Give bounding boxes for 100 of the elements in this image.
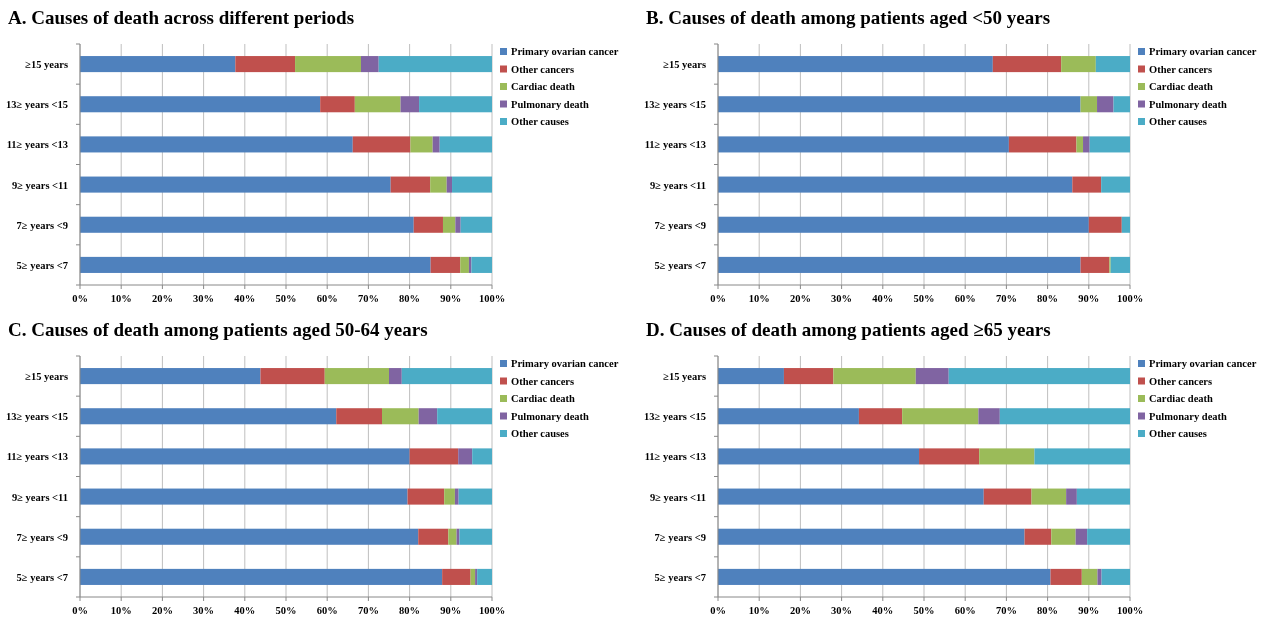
y-tick-label: 13≥ years <15 — [644, 99, 706, 111]
bar — [472, 448, 492, 465]
bar — [1083, 136, 1090, 153]
x-tick-label: 90% — [440, 605, 462, 616]
x-tick-label: 80% — [1037, 293, 1059, 304]
y-tick-label: ≥15 years — [25, 371, 68, 383]
bar — [1080, 96, 1098, 113]
bar — [475, 568, 478, 585]
x-tick-label: 80% — [399, 293, 421, 304]
bar — [1050, 568, 1082, 585]
bar — [1113, 96, 1130, 113]
legend-label: Cardiac death — [511, 393, 576, 404]
x-tick-label: 60% — [316, 293, 338, 304]
x-tick-label: 70% — [357, 293, 379, 304]
y-tick-label: 5≥ years <7 — [16, 571, 68, 583]
y-tick-label: 5≥ years <7 — [654, 571, 706, 583]
bar — [352, 136, 411, 153]
bar — [1110, 256, 1130, 273]
bar — [1087, 528, 1130, 545]
bar — [1075, 528, 1088, 545]
x-tick-label: 100% — [478, 605, 506, 616]
x-tick-label: 10% — [748, 293, 770, 304]
x-tick-label: 40% — [234, 293, 256, 304]
bar — [1061, 56, 1096, 73]
x-tick-label: 100% — [1116, 605, 1144, 616]
bar — [983, 488, 1032, 505]
chart-title: A. Causes of death across different periods — [8, 7, 355, 28]
x-tick-label: 20% — [789, 293, 811, 304]
y-tick-label: ≥15 years — [663, 59, 706, 71]
bar — [80, 568, 443, 585]
bar — [783, 368, 834, 385]
bar — [430, 176, 447, 193]
bar — [718, 368, 784, 385]
bar — [1066, 488, 1077, 505]
x-tick-label: 0% — [72, 293, 88, 304]
bar — [999, 408, 1130, 425]
x-tick-label: 100% — [1116, 293, 1144, 304]
bar — [858, 408, 903, 425]
bar — [1076, 136, 1084, 153]
bar — [80, 176, 391, 193]
x-tick-label: 10% — [110, 605, 132, 616]
legend-label: Primary ovarian cancer — [1149, 358, 1257, 369]
bar — [1008, 136, 1077, 153]
x-tick-label: 20% — [151, 293, 173, 304]
bar — [1072, 176, 1102, 193]
bar — [718, 96, 1081, 113]
bar — [1088, 216, 1122, 233]
x-tick-label: 0% — [710, 605, 726, 616]
y-tick-label: ≥15 years — [663, 371, 706, 383]
bar — [833, 368, 916, 385]
bar — [1080, 256, 1110, 273]
y-tick-label: 9≥ years <11 — [11, 491, 68, 503]
x-tick-label: 50% — [275, 293, 297, 304]
bar — [410, 136, 433, 153]
bar — [718, 176, 1073, 193]
legend-label: Other cancers — [511, 63, 575, 75]
bar — [80, 136, 353, 153]
bar — [320, 96, 355, 113]
bar — [1024, 528, 1052, 545]
bar — [260, 368, 325, 385]
bar — [400, 96, 420, 113]
x-tick-label: 90% — [1078, 293, 1100, 304]
chart-title: D. Causes of death among patients aged ≥65 years — [646, 319, 1051, 340]
legend-label: Other cancers — [1149, 63, 1213, 75]
bar — [418, 408, 438, 425]
x-tick-label: 30% — [193, 293, 215, 304]
bar — [718, 256, 1081, 273]
bar — [235, 56, 296, 73]
bar — [718, 408, 859, 425]
bar — [1097, 568, 1102, 585]
bar — [1089, 136, 1130, 153]
bar — [407, 488, 445, 505]
bar — [401, 368, 492, 385]
chart-title: B. Causes of death among patients aged <50 years — [646, 7, 1051, 28]
legend-label: Other causes — [1149, 428, 1207, 439]
bar — [718, 488, 984, 505]
bar — [1031, 488, 1067, 505]
x-tick-label: 100% — [478, 293, 506, 304]
bar — [459, 528, 492, 545]
y-tick-label: 5≥ years <7 — [654, 259, 706, 271]
bar — [979, 448, 1035, 465]
x-tick-label: 80% — [399, 605, 421, 616]
bar — [432, 136, 440, 153]
bar — [718, 448, 920, 465]
x-tick-label: 40% — [872, 605, 894, 616]
bar — [80, 96, 321, 113]
bar — [1034, 448, 1130, 465]
bar — [444, 488, 455, 505]
x-tick-label: 30% — [193, 605, 215, 616]
bar — [413, 216, 443, 233]
bar — [992, 56, 1062, 73]
x-tick-label: 30% — [831, 293, 853, 304]
bar — [80, 368, 261, 385]
bar — [409, 448, 459, 465]
bar — [80, 408, 337, 425]
bar — [80, 448, 410, 465]
x-tick-label: 0% — [710, 293, 726, 304]
bar — [1051, 528, 1076, 545]
bar — [80, 488, 408, 505]
x-tick-label: 10% — [748, 605, 770, 616]
